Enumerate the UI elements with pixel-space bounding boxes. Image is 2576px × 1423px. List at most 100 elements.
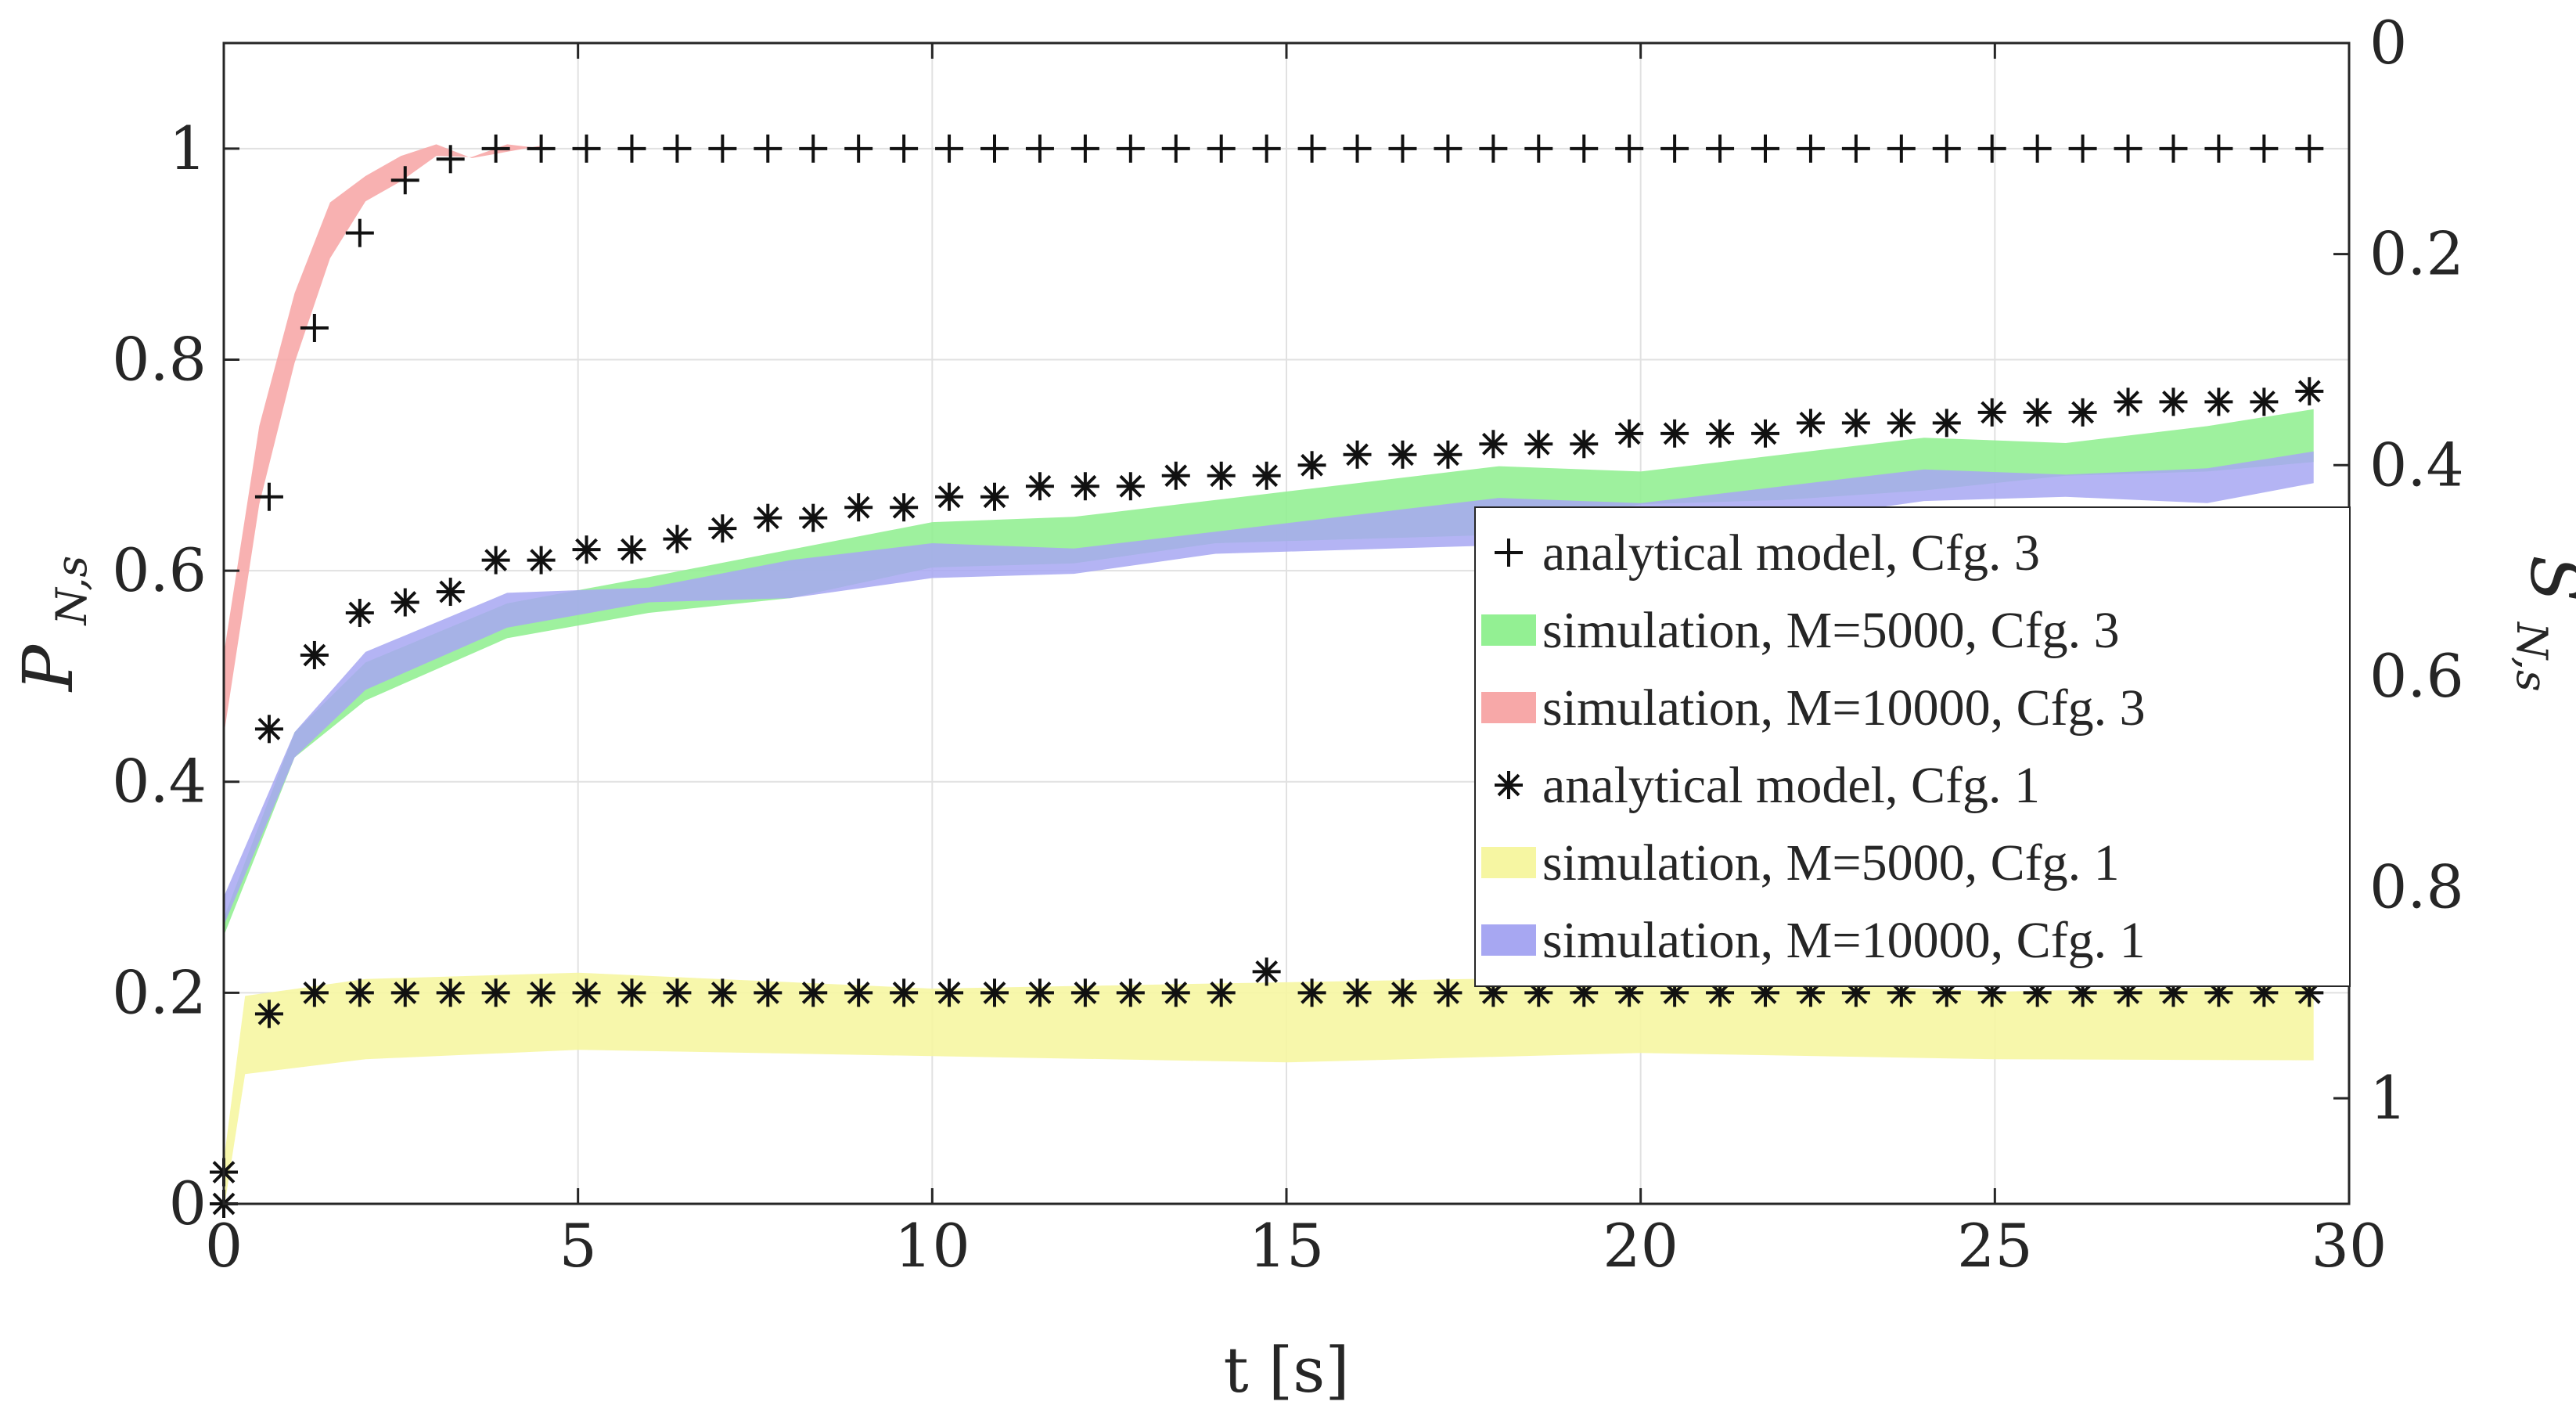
plus-marker (254, 482, 283, 511)
asterisk-marker-right (1479, 430, 1508, 459)
band-simulation-m-10000-cfg-1 (224, 451, 2314, 926)
y-tick-label: 0 (169, 1169, 207, 1238)
plus-marker (1070, 134, 1099, 163)
x-tick-label: 20 (1603, 1211, 1678, 1281)
asterisk-marker-right (1070, 472, 1099, 501)
plus-marker (1887, 134, 1916, 163)
x-tick-label: 30 (2312, 1211, 2387, 1281)
asterisk-marker (935, 978, 964, 1007)
plus-marker (2068, 134, 2097, 163)
plus-marker (1977, 134, 2006, 163)
plus-marker (1343, 134, 1372, 163)
asterisk-marker (390, 978, 419, 1007)
asterisk-marker-right (1025, 472, 1054, 501)
y-tick-label: 1 (169, 113, 207, 183)
plus-marker (799, 134, 828, 163)
asterisk-marker-right (1524, 430, 1553, 459)
legend-entry-sim5000-cfg1: simulation, M=5000, Cfg. 1 (1481, 834, 2120, 892)
plus-marker (481, 134, 510, 163)
plus-marker (527, 134, 556, 163)
y2-axis-label-sub: N,s (2507, 621, 2556, 692)
legend-entry-sim10000-cfg3: simulation, M=10000, Cfg. 3 (1481, 679, 2146, 737)
asterisk-marker-right (527, 546, 556, 575)
asterisk-marker (1116, 978, 1145, 1007)
plus-marker (1434, 134, 1462, 163)
plus-marker (1297, 134, 1326, 163)
legend-box (1474, 506, 2351, 987)
x-tick-label: 5 (559, 1211, 596, 1281)
asterisk-marker (980, 978, 1009, 1007)
plus-marker (617, 134, 646, 163)
legend-plus-icon (1495, 539, 1523, 567)
asterisk-marker-right (1932, 409, 1961, 438)
plus-marker (1751, 134, 1780, 163)
legend-label: analytical model, Cfg. 1 (1542, 757, 2040, 814)
asterisk-marker-right (1388, 440, 1417, 469)
asterisk-marker (300, 978, 329, 1007)
legend: analytical model, Cfg. 3 simulation, M=5… (1474, 506, 2351, 987)
plus-marker (708, 134, 737, 163)
y2-tick-label: 0.2 (2369, 219, 2464, 289)
x-tick-label: 10 (894, 1211, 970, 1281)
asterisk-marker (1207, 978, 1236, 1007)
plus-marker (436, 145, 465, 174)
legend-swatch-yellow (1481, 847, 1536, 878)
asterisk-marker-right (572, 535, 601, 564)
y2-tick-label: 0.4 (2369, 430, 2464, 499)
legend-label: simulation, M=10000, Cfg. 1 (1542, 912, 2146, 969)
y2-tick-label: 1 (2369, 1063, 2407, 1133)
y-tick-label: 0.8 (112, 324, 207, 394)
asterisk-marker-right (663, 524, 692, 553)
plus-marker (345, 218, 374, 247)
asterisk-marker (844, 978, 873, 1007)
asterisk-marker (527, 978, 556, 1007)
svg-text:P N,s: P N,s (8, 556, 96, 693)
asterisk-marker-right (1706, 419, 1735, 448)
plus-marker (1660, 134, 1689, 163)
asterisk-marker-right (1161, 461, 1190, 490)
asterisk-marker (1070, 978, 1099, 1007)
legend-label: simulation, M=5000, Cfg. 1 (1542, 834, 2120, 892)
asterisk-marker (1434, 978, 1462, 1007)
asterisk-marker (1161, 978, 1190, 1007)
asterisk-marker-right (1252, 461, 1281, 490)
asterisk-marker-right (935, 482, 964, 511)
legend-swatch-red (1481, 692, 1536, 723)
asterisk-marker-right (2204, 387, 2233, 416)
plus-marker (935, 134, 964, 163)
asterisk-marker-right (300, 640, 329, 669)
plus-marker (2023, 134, 2052, 163)
legend-label: simulation, M=5000, Cfg. 3 (1542, 602, 2120, 659)
plus-marker (300, 314, 329, 343)
plus-marker (2295, 134, 2324, 163)
plus-marker (1796, 134, 1825, 163)
asterisk-marker-right (254, 715, 283, 744)
legend-asterisk-icon (1495, 771, 1523, 799)
plus-marker (2114, 134, 2142, 163)
plus-marker (754, 134, 783, 163)
asterisk-marker (1343, 978, 1372, 1007)
asterisk-marker-right (1660, 419, 1689, 448)
band-simulation-m-5000-cfg-3 (224, 409, 2314, 936)
legend-entry-analytical-cfg1: analytical model, Cfg. 1 (1495, 757, 2040, 814)
asterisk-marker-right (754, 503, 783, 532)
plus-marker (1841, 134, 1870, 163)
asterisk-marker-right (2023, 398, 2052, 427)
asterisk-marker (254, 1000, 283, 1029)
plus-marker (390, 166, 419, 195)
legend-label: analytical model, Cfg. 3 (1542, 524, 2040, 582)
plus-marker (1932, 134, 1961, 163)
asterisk-marker (617, 978, 646, 1007)
asterisk-marker (481, 978, 510, 1007)
y2-tick-label: 0 (2369, 8, 2407, 77)
plus-marker (1706, 134, 1735, 163)
y2-axis-label: S N,s (2507, 555, 2576, 691)
svg-text:S N,s: S N,s (2507, 555, 2576, 691)
asterisk-marker-right (436, 578, 465, 607)
asterisk-marker-right (1841, 409, 1870, 438)
plus-marker (980, 134, 1009, 163)
asterisk-marker-right (2159, 387, 2188, 416)
legend-entry-sim10000-cfg1: simulation, M=10000, Cfg. 1 (1481, 912, 2146, 969)
asterisk-marker-right (2295, 376, 2324, 405)
